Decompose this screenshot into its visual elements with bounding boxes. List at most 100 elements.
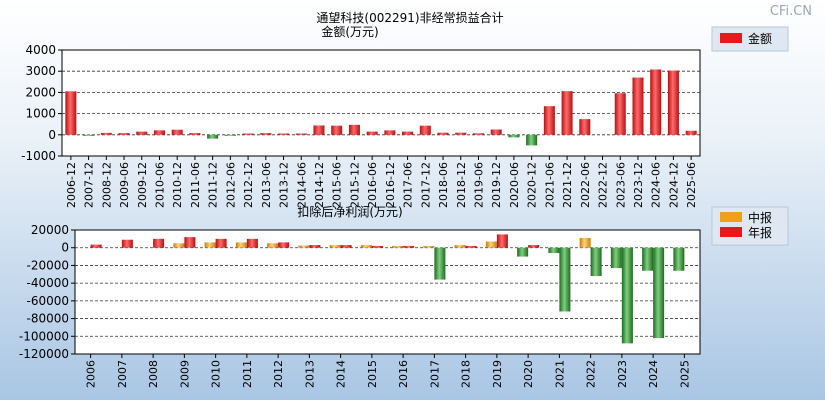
y-tick-label: -1000 (21, 149, 56, 163)
bar-annual (184, 237, 196, 248)
chart2-bars (90, 234, 685, 344)
bar (83, 134, 95, 136)
bar-interim (642, 247, 654, 271)
bar-interim (173, 243, 185, 248)
bar (153, 130, 165, 135)
x-tick-label: 2017 (428, 360, 441, 388)
bar-interim (267, 243, 279, 248)
x-tick-label: 2019-06 (472, 162, 485, 208)
chart2-legend-swatch-annual (720, 227, 742, 237)
bar-annual (340, 245, 352, 248)
y-tick-label: -120000 (19, 347, 69, 361)
bar (437, 132, 449, 135)
bar-interim (548, 247, 560, 254)
x-tick-label: 2022-12 (597, 162, 610, 208)
bar (348, 124, 360, 135)
x-tick-label: 2020-12 (526, 162, 539, 208)
bar-interim (579, 237, 591, 248)
bar (650, 69, 662, 135)
x-tick-label: 2017-12 (419, 162, 432, 208)
bar-interim (392, 245, 404, 248)
x-tick-label: 2006 (85, 360, 98, 388)
bar (508, 134, 520, 138)
y-tick-label: 0 (61, 241, 69, 255)
x-tick-label: 2015 (366, 360, 379, 388)
bar-annual (559, 247, 571, 312)
x-tick-label: 2013 (303, 360, 316, 388)
x-tick-label: 2010-06 (153, 162, 166, 208)
bar-annual (309, 245, 321, 248)
x-tick-label: 2024-06 (650, 162, 663, 208)
x-tick-label: 2007-12 (83, 162, 96, 208)
y-tick-label: 20000 (31, 223, 69, 237)
x-tick-label: 2015-06 (331, 162, 344, 208)
x-tick-label: 2009 (178, 360, 191, 388)
x-tick-label: 2018-12 (455, 162, 468, 208)
x-tick-label: 2014 (335, 360, 348, 388)
bar-interim (235, 242, 247, 248)
x-tick-label: 2012-12 (242, 162, 255, 208)
bar-annual (528, 245, 540, 248)
chart2-plot-area (74, 229, 701, 355)
bar (278, 133, 290, 135)
chart2-legend-swatch-interim (720, 212, 742, 222)
x-tick-label: 2016 (397, 360, 410, 388)
x-tick-label: 2013-06 (260, 162, 273, 208)
bar-annual (590, 247, 602, 277)
bar-interim (423, 245, 435, 248)
bar-interim (360, 245, 372, 248)
x-tick-label: 2010 (210, 360, 223, 388)
bar-annual (371, 245, 383, 248)
x-tick-label: 2023-12 (632, 162, 645, 208)
y-tick-label: 0 (48, 128, 56, 142)
bar (100, 132, 112, 135)
chart1-ylabel: 金额(万元) (321, 24, 378, 39)
bar (419, 125, 431, 135)
bar (614, 93, 626, 135)
x-tick-label: 2024-12 (667, 162, 680, 208)
bar (136, 131, 148, 135)
x-tick-label: 2008 (147, 360, 160, 388)
chart1-legend-swatch-amount (720, 33, 742, 43)
chart1-bars (65, 69, 697, 146)
bar (455, 132, 467, 135)
chart2-legend: 中报 年报 (711, 206, 789, 246)
bar (65, 91, 77, 135)
chart1-title: 通望科技(002291)非经常损益合计 (316, 10, 503, 25)
chart2-y-axis: -120000 -100000 -80000 -60000 -40000 -20000 0 2… (19, 223, 75, 361)
bar (224, 134, 236, 136)
x-tick-label: 2021-12 (561, 162, 574, 208)
bar (313, 125, 325, 135)
bar-interim (517, 247, 529, 257)
bar (242, 133, 254, 135)
x-tick-label: 2018-06 (437, 162, 450, 208)
bar (207, 134, 219, 139)
watermark: CFi.CN (770, 4, 812, 19)
y-tick-label: -80000 (26, 312, 69, 326)
bar (171, 129, 183, 135)
x-tick-label: 2013-12 (278, 162, 291, 208)
y-tick-label: -100000 (19, 329, 69, 343)
x-tick-label: 2006-12 (65, 162, 78, 208)
x-tick-label: 2025-06 (685, 162, 698, 208)
bar (295, 133, 307, 135)
chart2-x-axis: 2006 2007 2008 2009 2010 2011 2012 2013 2014 2015… (85, 354, 691, 388)
x-tick-label: 2016-06 (366, 162, 379, 208)
x-tick-label: 2007 (116, 360, 129, 388)
bar-annual (246, 238, 258, 248)
bar (526, 134, 538, 146)
x-tick-label: 2015-12 (348, 162, 361, 208)
bar-annual (653, 247, 665, 339)
bar-interim (673, 247, 685, 271)
x-tick-label: 2022 (585, 360, 598, 388)
y-tick-label: 1000 (25, 107, 56, 121)
x-tick-label: 2011 (241, 360, 254, 388)
bar (667, 70, 679, 135)
bar-interim (485, 241, 497, 248)
x-tick-label: 2016-12 (384, 162, 397, 208)
x-tick-label: 2025 (678, 360, 691, 388)
bar (384, 130, 396, 135)
bar (366, 131, 378, 135)
bar-interim (454, 245, 466, 248)
